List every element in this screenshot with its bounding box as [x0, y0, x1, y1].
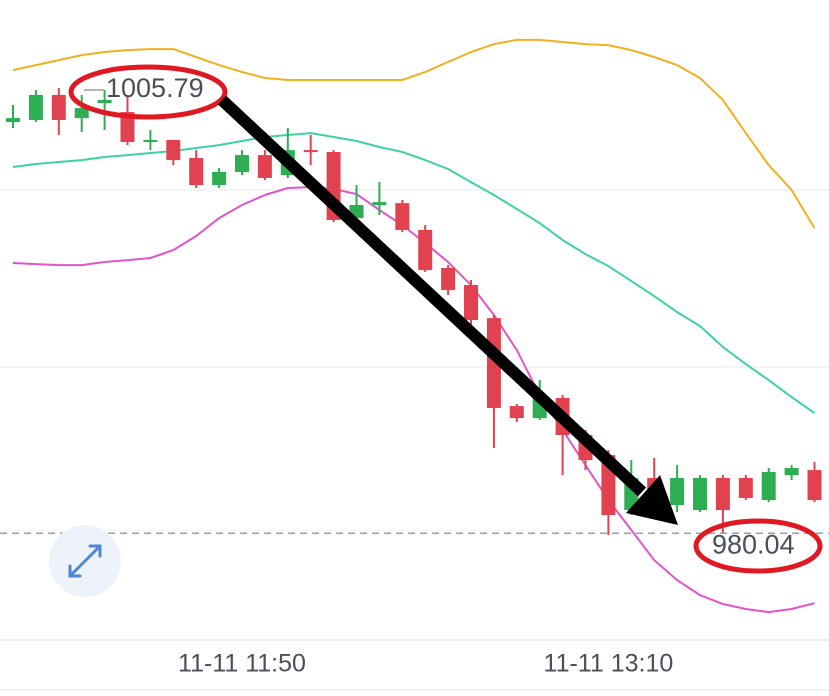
- candle-body: [738, 478, 753, 498]
- candle-body: [97, 100, 112, 104]
- candle-body: [418, 229, 433, 271]
- candle-body: [670, 478, 685, 506]
- candle-body: [395, 203, 410, 230]
- candle-body: [189, 158, 204, 186]
- high-label: 1005.79: [106, 73, 204, 103]
- trend-arrow: [217, 95, 647, 497]
- band-line: [12, 186, 815, 614]
- candle-body: [761, 471, 776, 501]
- candle-body: [693, 478, 707, 511]
- candle-body: [143, 139, 158, 143]
- candle-body: [74, 108, 89, 119]
- candle-body: [28, 95, 43, 120]
- band-line: [12, 132, 816, 414]
- candle-body: [784, 468, 799, 476]
- candle-body: [257, 155, 272, 178]
- candle-body: [372, 202, 387, 206]
- candle-body: [486, 318, 501, 408]
- candle-body: [464, 285, 478, 320]
- candle-body: [303, 150, 318, 153]
- candle-body: [509, 406, 524, 419]
- low-label: 980.04: [712, 529, 795, 559]
- candle-body: [6, 118, 20, 123]
- candle-body: [51, 95, 66, 120]
- candle-body: [212, 171, 227, 186]
- x-tick-label: 11-11 13:10: [544, 650, 674, 678]
- highlight-ellipse: [693, 518, 823, 574]
- band-line: [12, 38, 816, 229]
- highlight-ellipse: [68, 64, 228, 120]
- candle-body: [715, 478, 730, 511]
- candle-body: [441, 268, 456, 291]
- candle-body: [807, 470, 822, 501]
- annotation-layer: [49, 64, 823, 597]
- candle-body: [235, 155, 249, 172]
- candle-body: [166, 139, 181, 161]
- x-tick-label: 11-11 11:50: [178, 650, 306, 678]
- expand-icon: [68, 544, 102, 578]
- candle-body: [120, 112, 135, 143]
- arrow-head: [626, 475, 678, 525]
